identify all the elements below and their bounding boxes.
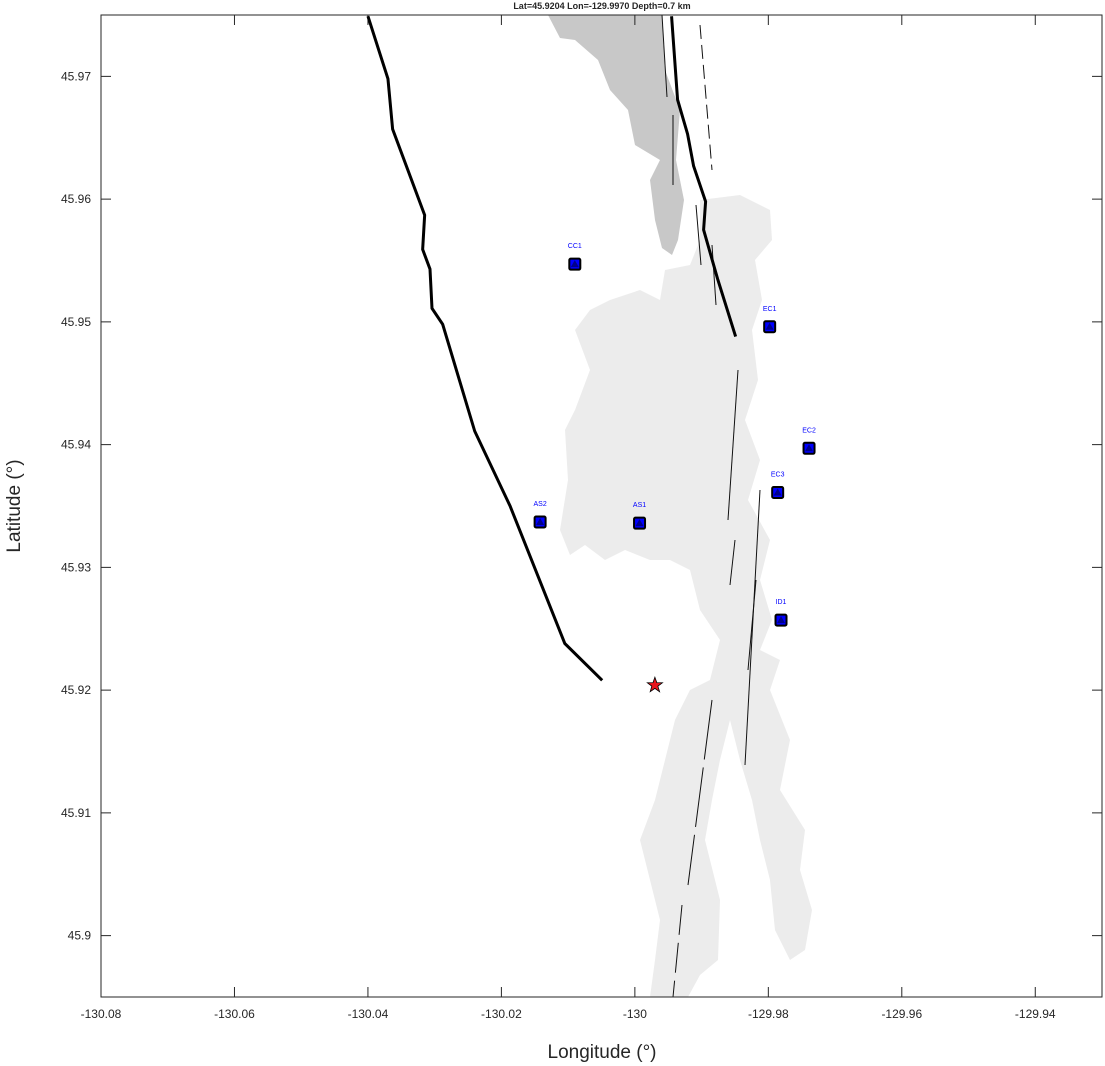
x-tick-label: -129.98 — [748, 1007, 789, 1021]
x-tick-label: -130.08 — [81, 1007, 122, 1021]
y-tick-label: 45.92 — [61, 683, 91, 697]
station-icon — [536, 517, 545, 525]
y-tick-label: 45.96 — [61, 192, 91, 206]
y-axis-label: Latitude (°) — [4, 459, 25, 552]
x-tick-label: -130.06 — [214, 1007, 255, 1021]
station-icon — [777, 616, 786, 624]
lava-flow-dark — [548, 15, 684, 255]
x-tick-label: -130.02 — [481, 1007, 522, 1021]
y-tick-label: 45.94 — [61, 438, 91, 452]
station-icon — [805, 444, 814, 452]
station-icon — [773, 488, 782, 496]
x-tick-label: -130.04 — [348, 1007, 389, 1021]
station-label: AS1 — [633, 502, 646, 509]
lava-flow-light — [560, 195, 812, 997]
fissures — [661, 15, 761, 997]
station-icon — [765, 322, 774, 330]
x-tick-label: -129.96 — [881, 1007, 922, 1021]
station-label: EC3 — [771, 471, 785, 478]
station-label: EC1 — [763, 306, 777, 313]
y-tick-label: 45.91 — [61, 806, 91, 820]
plot-frame — [100, 14, 1103, 998]
y-tick-label: 45.97 — [61, 69, 91, 83]
chart-title: Lat=45.9204 Lon=-129.9970 Depth=0.7 km — [513, 1, 690, 11]
x-tick-label: -129.94 — [1015, 1007, 1056, 1021]
y-tick-label: 45.93 — [61, 560, 91, 574]
station-label: CC1 — [568, 243, 582, 250]
x-tick-label: -130 — [623, 1007, 647, 1021]
x-axis-label: Longitude (°) — [548, 1042, 657, 1063]
rim-line — [366, 15, 604, 682]
station-label: AS2 — [533, 501, 546, 508]
y-tick-label: 45.9 — [68, 929, 92, 943]
station-label: ID1 — [776, 599, 787, 606]
terrain — [548, 15, 812, 997]
rim-line — [670, 16, 738, 338]
event-star — [646, 675, 664, 693]
station-label: EC2 — [802, 427, 816, 434]
y-tick-label: 45.95 — [61, 315, 91, 329]
station-icon — [635, 519, 644, 527]
station-icon — [570, 260, 579, 268]
